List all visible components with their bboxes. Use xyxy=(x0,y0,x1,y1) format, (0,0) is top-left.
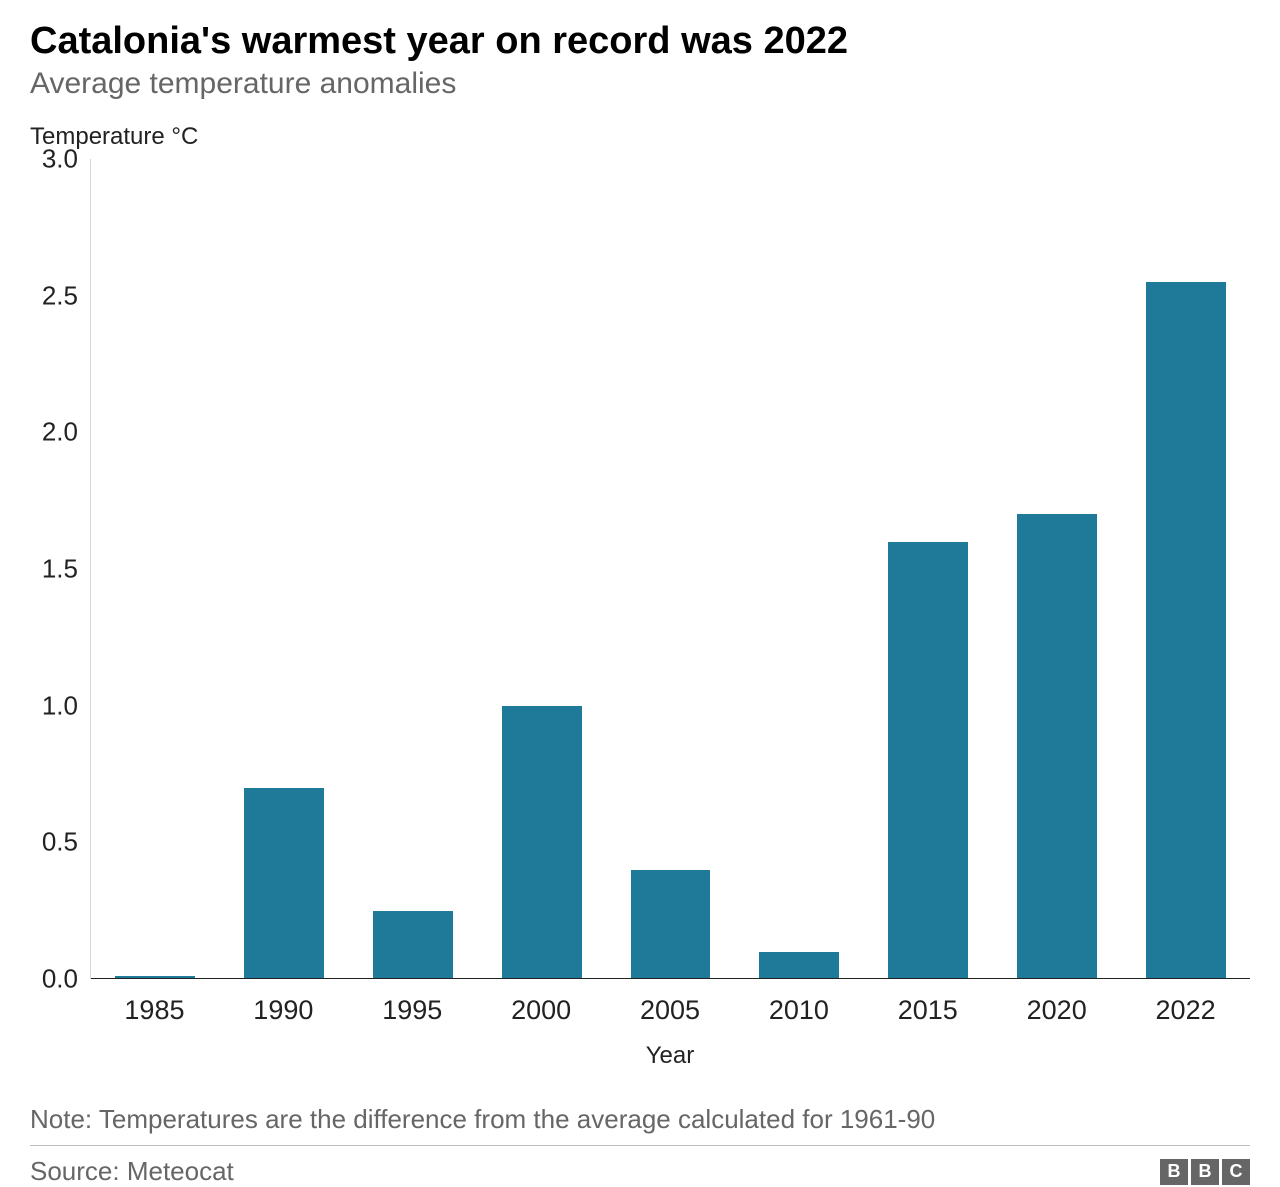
plot-area-wrapper: 0.00.51.01.52.02.53.0 xyxy=(30,159,1250,979)
chart-container: Catalonia's warmest year on record was 2… xyxy=(0,0,1280,1158)
bar-slot xyxy=(477,159,606,979)
bbc-logo-box: B xyxy=(1191,1159,1219,1185)
x-axis-title: Year xyxy=(90,1042,1250,1070)
bar-slot xyxy=(992,159,1121,979)
bar xyxy=(1017,514,1097,979)
chart-title: Catalonia's warmest year on record was 2… xyxy=(30,20,1250,63)
bar-slot xyxy=(220,159,349,979)
footer-note: Note: Temperatures are the difference fr… xyxy=(30,1104,1250,1146)
x-axis-baseline xyxy=(91,978,1250,979)
bar-slot xyxy=(349,159,478,979)
x-tick-label: 2015 xyxy=(863,979,992,1026)
x-tick-label: 2005 xyxy=(606,979,735,1026)
y-tick-label: 2.5 xyxy=(42,280,78,311)
y-axis-title: Temperature °C xyxy=(30,123,1250,151)
y-tick-label: 2.0 xyxy=(42,417,78,448)
bar xyxy=(759,952,839,979)
chart-footer: Note: Temperatures are the difference fr… xyxy=(30,1104,1250,1187)
y-tick-label: 0.5 xyxy=(42,827,78,858)
y-tick-label: 3.0 xyxy=(42,144,78,175)
y-tick-label: 1.0 xyxy=(42,690,78,721)
x-tick-label: 1990 xyxy=(219,979,348,1026)
footer-source-row: Source: Meteocat BBC xyxy=(30,1146,1250,1187)
bar-slot xyxy=(91,159,220,979)
footer-source: Source: Meteocat xyxy=(30,1156,234,1187)
x-tick-label: 2020 xyxy=(992,979,1121,1026)
bars-group xyxy=(91,159,1250,979)
plot-area xyxy=(90,159,1250,979)
x-axis: 198519901995200020052010201520202022 xyxy=(90,979,1250,1026)
bar xyxy=(373,911,453,979)
bar xyxy=(502,706,582,979)
y-axis: 0.00.51.01.52.02.53.0 xyxy=(30,159,90,979)
bar-slot xyxy=(606,159,735,979)
bbc-logo-box: B xyxy=(1160,1159,1188,1185)
bar xyxy=(244,788,324,979)
chart-subtitle: Average temperature anomalies xyxy=(30,67,1250,101)
y-tick-label: 0.0 xyxy=(42,964,78,995)
bar-slot xyxy=(1121,159,1250,979)
x-tick-label: 2010 xyxy=(734,979,863,1026)
bbc-logo: BBC xyxy=(1160,1159,1250,1185)
x-tick-label: 2022 xyxy=(1121,979,1250,1026)
y-tick-label: 1.5 xyxy=(42,554,78,585)
bar-slot xyxy=(864,159,993,979)
bbc-logo-box: C xyxy=(1222,1159,1250,1185)
x-tick-label: 1995 xyxy=(348,979,477,1026)
bar xyxy=(631,870,711,979)
bar xyxy=(1146,282,1226,979)
x-tick-label: 1985 xyxy=(90,979,219,1026)
x-tick-label: 2000 xyxy=(477,979,606,1026)
bar xyxy=(888,542,968,979)
bar-slot xyxy=(735,159,864,979)
